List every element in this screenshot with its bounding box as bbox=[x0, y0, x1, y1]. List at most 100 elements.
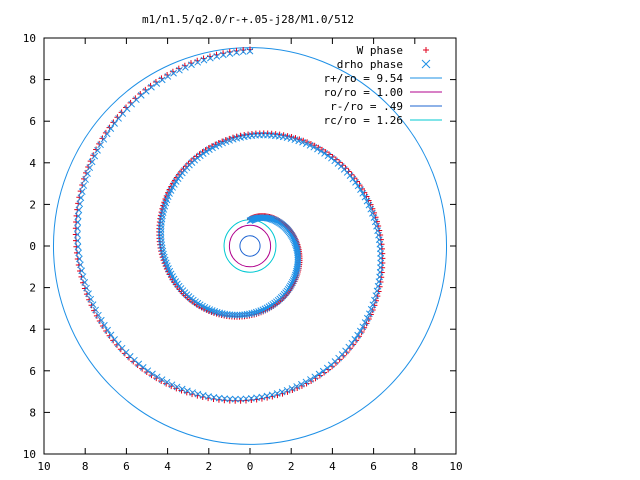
x-tick-label: 10 bbox=[449, 460, 462, 473]
x-tick-label: 2 bbox=[205, 460, 212, 473]
x-tick-label: 0 bbox=[247, 460, 254, 473]
point bbox=[237, 395, 245, 403]
point bbox=[100, 135, 108, 143]
point bbox=[324, 152, 332, 160]
point bbox=[302, 140, 310, 148]
point bbox=[357, 186, 364, 193]
x-tick-label: 2 bbox=[288, 460, 295, 473]
point bbox=[148, 83, 155, 91]
point bbox=[78, 188, 86, 195]
point bbox=[182, 64, 189, 71]
y-tick-label: 2 bbox=[29, 282, 36, 295]
point bbox=[365, 201, 373, 209]
y-tick-label: 6 bbox=[29, 115, 36, 128]
point bbox=[170, 69, 177, 77]
point bbox=[87, 295, 95, 303]
legend-label: W phase bbox=[357, 44, 403, 57]
y-tick-label: 10 bbox=[23, 448, 36, 461]
point bbox=[158, 376, 166, 383]
point bbox=[168, 381, 176, 389]
point bbox=[84, 170, 91, 177]
point bbox=[200, 56, 208, 64]
point bbox=[292, 269, 300, 277]
point bbox=[157, 231, 165, 239]
point bbox=[263, 392, 271, 400]
point bbox=[95, 311, 102, 319]
point bbox=[371, 296, 378, 304]
legend-label: drho phase bbox=[337, 58, 403, 71]
point bbox=[354, 182, 362, 190]
point bbox=[293, 267, 300, 275]
point bbox=[215, 394, 223, 402]
x-tick-label: 4 bbox=[164, 460, 171, 473]
point bbox=[213, 53, 221, 60]
x-tick-label: 8 bbox=[411, 460, 418, 473]
x-tick-label: 6 bbox=[370, 460, 377, 473]
legend-marker bbox=[423, 47, 429, 53]
point bbox=[266, 215, 274, 222]
point bbox=[82, 176, 89, 183]
point bbox=[293, 383, 301, 390]
point bbox=[199, 392, 207, 399]
point bbox=[104, 326, 111, 334]
point bbox=[115, 115, 122, 122]
x-tick-label: 4 bbox=[329, 460, 336, 473]
point bbox=[164, 73, 172, 80]
point bbox=[163, 378, 171, 386]
point bbox=[226, 137, 233, 144]
point bbox=[354, 331, 362, 339]
point bbox=[219, 51, 227, 59]
point bbox=[319, 367, 327, 375]
series-drho-phase bbox=[74, 47, 385, 403]
x-tick-label: 10 bbox=[37, 460, 50, 473]
point bbox=[288, 278, 296, 286]
circle-ro bbox=[228, 224, 272, 268]
point bbox=[278, 388, 286, 396]
point bbox=[86, 164, 94, 172]
point bbox=[75, 206, 83, 214]
point bbox=[114, 340, 122, 348]
point bbox=[137, 92, 145, 99]
point bbox=[321, 150, 328, 157]
point bbox=[94, 147, 101, 154]
point bbox=[290, 275, 298, 283]
point bbox=[89, 301, 97, 308]
legend-label: ro/ro = 1.00 bbox=[324, 86, 403, 99]
point bbox=[242, 395, 250, 403]
legend-marker bbox=[421, 59, 431, 69]
point bbox=[215, 141, 223, 148]
point bbox=[226, 50, 234, 57]
point bbox=[103, 130, 111, 138]
point bbox=[261, 305, 269, 313]
point bbox=[149, 370, 156, 378]
point bbox=[327, 361, 335, 369]
point bbox=[255, 308, 262, 315]
x-tick-label: 6 bbox=[123, 460, 130, 473]
point bbox=[233, 49, 240, 56]
point bbox=[74, 243, 82, 251]
point bbox=[209, 144, 216, 152]
point bbox=[356, 327, 364, 335]
point bbox=[298, 380, 305, 388]
circle-rc bbox=[223, 219, 277, 273]
point bbox=[267, 302, 275, 309]
point bbox=[153, 373, 161, 381]
point bbox=[226, 395, 234, 403]
point bbox=[188, 61, 195, 69]
point bbox=[283, 386, 291, 394]
point bbox=[77, 261, 84, 269]
point bbox=[265, 303, 273, 311]
legend-label: r+/ro = 9.54 bbox=[324, 72, 404, 85]
point bbox=[78, 267, 86, 275]
point bbox=[328, 154, 335, 162]
point bbox=[273, 390, 281, 397]
point bbox=[189, 389, 196, 396]
point bbox=[307, 376, 314, 383]
point bbox=[74, 231, 81, 238]
point bbox=[74, 237, 81, 245]
point bbox=[306, 142, 314, 149]
point bbox=[184, 387, 191, 395]
point bbox=[287, 135, 295, 142]
